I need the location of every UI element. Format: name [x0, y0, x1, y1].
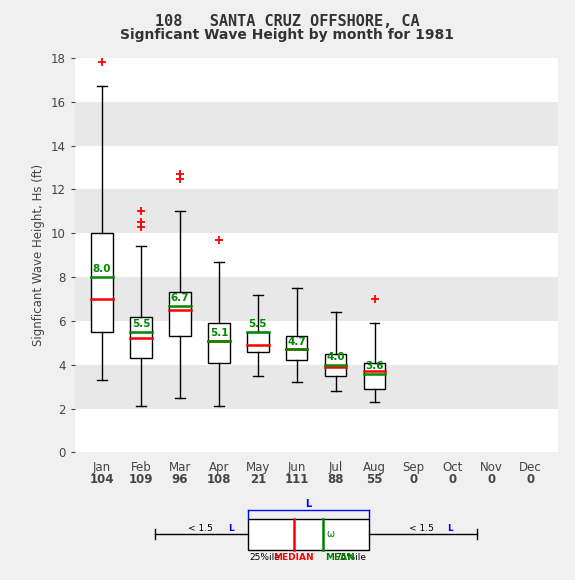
Text: 104: 104	[90, 473, 114, 485]
Bar	[247, 332, 269, 351]
Text: Oct: Oct	[442, 461, 463, 474]
Text: 109: 109	[129, 473, 153, 485]
Bar	[75, 58, 558, 102]
Text: Mar: Mar	[168, 461, 191, 474]
Text: 4.7: 4.7	[288, 337, 306, 347]
Text: L: L	[447, 524, 453, 533]
Text: Jan: Jan	[93, 461, 111, 474]
Text: < 1.5: < 1.5	[409, 524, 437, 533]
Bar	[169, 292, 191, 336]
Text: 108: 108	[206, 473, 231, 485]
Text: 0: 0	[448, 473, 457, 485]
Bar	[75, 277, 558, 321]
Text: < 1.5: < 1.5	[187, 524, 216, 533]
Text: 88: 88	[328, 473, 344, 485]
Bar	[75, 408, 558, 452]
Text: Jul: Jul	[328, 461, 343, 474]
Text: 8.0: 8.0	[93, 264, 112, 274]
Text: 4.0: 4.0	[327, 352, 345, 362]
Text: May: May	[246, 461, 270, 474]
Bar	[131, 317, 152, 358]
Bar	[325, 354, 347, 376]
Bar	[75, 233, 558, 277]
Text: 5.5: 5.5	[132, 319, 150, 329]
Text: Apr: Apr	[209, 461, 229, 474]
Bar	[208, 323, 229, 362]
Text: Jun: Jun	[288, 461, 306, 474]
Text: L: L	[305, 499, 311, 509]
Text: L: L	[228, 524, 233, 533]
Text: 0: 0	[409, 473, 417, 485]
Bar	[75, 321, 558, 365]
Bar	[75, 190, 558, 233]
Text: 5.5: 5.5	[248, 319, 267, 329]
Text: MEDIAN: MEDIAN	[273, 553, 314, 563]
Bar	[286, 336, 308, 360]
Text: ω: ω	[327, 530, 335, 539]
Bar	[248, 519, 369, 550]
Text: 3.6: 3.6	[366, 361, 384, 371]
Text: 0: 0	[527, 473, 535, 485]
Text: Feb: Feb	[131, 461, 151, 474]
Text: Dec: Dec	[519, 461, 542, 474]
Text: Nov: Nov	[480, 461, 503, 474]
Bar	[75, 365, 558, 408]
Bar	[75, 102, 558, 146]
Text: 21: 21	[250, 473, 266, 485]
Text: Signficant Wave Height by month for 1981: Signficant Wave Height by month for 1981	[121, 28, 454, 42]
Y-axis label: Signficant Wave Height, Hs (ft): Signficant Wave Height, Hs (ft)	[32, 164, 45, 346]
Text: 96: 96	[172, 473, 188, 485]
Text: 25%ile: 25%ile	[250, 553, 281, 563]
Text: 5.1: 5.1	[210, 328, 228, 338]
Text: Sep: Sep	[402, 461, 425, 474]
Bar	[364, 362, 385, 389]
Bar	[75, 146, 558, 190]
Text: Aug: Aug	[363, 461, 386, 474]
Text: 6.7: 6.7	[171, 293, 189, 303]
Bar	[91, 233, 113, 332]
Text: MEAN: MEAN	[325, 553, 354, 563]
Text: 55: 55	[366, 473, 383, 485]
Text: 111: 111	[285, 473, 309, 485]
Text: 0: 0	[488, 473, 496, 485]
Text: 75%ile: 75%ile	[336, 553, 367, 563]
Text: 108   SANTA CRUZ OFFSHORE, CA: 108 SANTA CRUZ OFFSHORE, CA	[155, 14, 420, 30]
